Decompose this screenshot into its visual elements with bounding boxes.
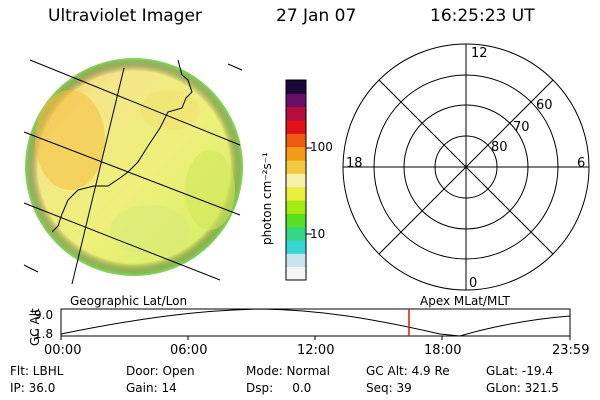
colorbar-unit-label: photon cm⁻²s⁻¹ xyxy=(260,152,274,245)
info-seq: Seq: 39 xyxy=(366,381,412,395)
polar-lat-70: 70 xyxy=(513,120,530,135)
colorbar-segment xyxy=(286,160,306,174)
info-glon: GLon: 321.5 xyxy=(486,381,559,395)
polar-label-12: 12 xyxy=(471,46,488,61)
timeline-y-max: 9.0 xyxy=(34,308,54,322)
timeline-left-label: Geographic Lat/Lon xyxy=(70,294,188,308)
polar-lat-60: 60 xyxy=(536,98,553,113)
observation-date: 27 Jan 07 xyxy=(276,6,357,26)
colorbar-segment xyxy=(286,80,306,94)
colorbar-segment xyxy=(286,93,306,108)
info-gc-alt: GC Alt: 4.9 Re xyxy=(366,364,450,378)
timeline-tick-2359: 23:59 xyxy=(552,343,590,358)
earth-disk-image xyxy=(23,58,243,285)
colorbar-segment xyxy=(286,213,306,228)
polar-label-6: 6 xyxy=(577,156,586,171)
timeline-tick-0600: 06:00 xyxy=(170,343,208,358)
colorbar-segment xyxy=(286,200,306,214)
colorbar-segment xyxy=(286,226,306,241)
info-mode: Mode: Normal xyxy=(246,364,330,378)
polar-label-18: 18 xyxy=(346,156,363,171)
polar-lat-80: 80 xyxy=(491,140,508,155)
polar-grid xyxy=(342,43,590,291)
colorbar-tick-100: 100 xyxy=(310,140,333,154)
info-dsp: Dsp: 0.0 xyxy=(246,381,312,395)
colorbar-segment xyxy=(286,146,306,161)
colorbar-segment xyxy=(286,266,306,281)
timeline-plot xyxy=(60,308,571,340)
colorbar xyxy=(286,80,306,281)
colorbar-tick-10: 10 xyxy=(310,227,326,241)
timeline-tick-0000: 00:00 xyxy=(44,343,82,358)
timeline-tick-1200: 12:00 xyxy=(297,343,335,358)
colorbar-segment xyxy=(286,106,306,121)
instrument-title: Ultraviolet Imager xyxy=(48,6,202,26)
observation-time: 16:25:23 UT xyxy=(430,6,535,26)
info-door: Door: Open xyxy=(126,364,195,378)
colorbar-segment xyxy=(286,240,306,254)
timeline-y-min: 1.8 xyxy=(34,327,54,341)
colorbar-segment xyxy=(286,173,306,188)
timeline-tick-1800: 18:00 xyxy=(424,343,462,358)
colorbar-segment xyxy=(286,186,306,201)
info-ip: IP: 36.0 xyxy=(10,381,56,395)
info-glat: GLat: -19.4 xyxy=(486,364,553,378)
timeline-right-label: Apex MLat/MLT xyxy=(420,294,510,308)
colorbar-segment xyxy=(286,120,306,134)
colorbar-segment xyxy=(286,133,306,148)
info-filter: Flt: LBHL xyxy=(10,364,64,378)
colorbar-segment xyxy=(286,253,306,268)
info-gain: Gain: 14 xyxy=(126,381,177,395)
polar-label-0: 0 xyxy=(469,276,478,291)
